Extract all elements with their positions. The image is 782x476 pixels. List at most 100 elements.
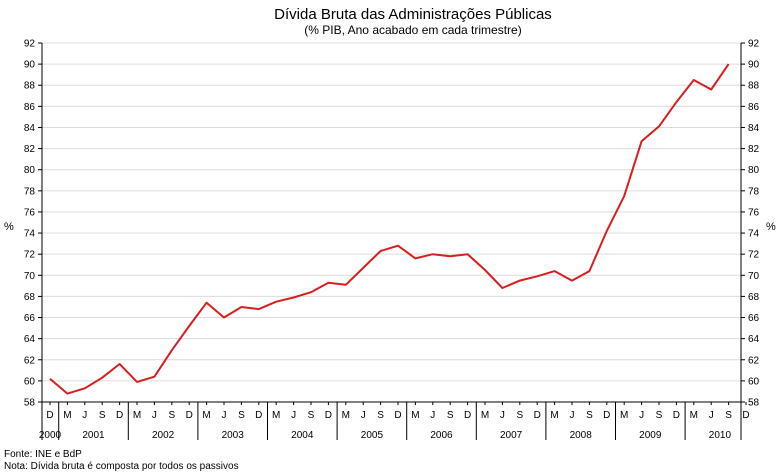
x-tick-label-quarter: D [255,410,262,421]
y-tick-label-right: 88 [748,81,760,92]
x-tick-label-quarter: M [690,410,698,421]
x-tick-label-quarter: D [116,410,123,421]
x-tick-label-year: 2008 [570,430,593,441]
y-tick-label-right: 78 [748,186,760,197]
y-tick-label-right: 80 [748,165,760,176]
x-tick-label-quarter: D [742,410,749,421]
x-tick-label-year: 2000 [39,430,62,441]
y-tick-label-right: 92 [748,39,760,50]
y-tick-label-left: 68 [24,292,36,303]
x-tick-label-quarter: J [500,410,505,421]
x-tick-label-quarter: M [620,410,628,421]
y-tick-label-left: 64 [24,334,36,345]
y-tick-label-right: 58 [748,398,760,409]
x-tick-label-quarter: M [133,410,141,421]
y-tick-label-left: 84 [24,123,36,134]
x-tick-label-quarter: M [272,410,280,421]
x-tick-label-quarter: D [325,410,332,421]
y-tick-label-right: 64 [748,334,760,345]
chart-title: Dívida Bruta das Administrações Públicas [274,6,552,23]
y-tick-label-left: 72 [24,250,36,261]
x-tick-label-quarter: S [447,410,454,421]
x-tick-label-quarter: M [63,410,71,421]
y-tick-label-right: 76 [748,207,760,218]
y-tick-label-right: 82 [748,144,760,155]
y-gridlines [42,42,741,382]
x-tick-label-year: 2006 [430,430,453,441]
x-tick-label-year: 2009 [639,430,662,441]
x-tick-label-quarter: M [411,410,419,421]
x-tick-label-quarter: J [82,410,87,421]
x-tick-label-quarter: S [516,410,523,421]
x-tick-label-quarter: D [534,410,541,421]
y-tick-label-left: 90 [24,60,36,71]
y-tick-label-right: 84 [748,123,760,134]
y-tick-label-left: 88 [24,81,36,92]
x-tick-label-year: 2010 [709,430,732,441]
x-tick-label-quarter: M [342,410,350,421]
series [49,63,730,395]
y-axis-label-left: % [4,221,14,233]
x-tick-label-quarter: J [361,410,366,421]
x-tick-label-quarter: D [46,410,53,421]
x-tick-label-year: 2003 [222,430,245,441]
y-tick-label-right: 60 [748,376,760,387]
y-tick-label-right: 70 [748,271,760,282]
y-tick-label-left: 92 [24,39,36,50]
x-tick-label-quarter: J [430,410,435,421]
x-tick-label-quarter: S [586,410,593,421]
x-tick-label-year: 2002 [152,430,175,441]
footnote: Nota: Dívida bruta é composta por todos … [4,461,239,472]
x-tick-label-year: 2001 [82,430,105,441]
y-tick-label-right: 68 [748,292,760,303]
y-tick-label-left: 60 [24,376,36,387]
y-tick-label-right: 90 [748,60,760,71]
y-tick-label-left: 58 [24,398,36,409]
x-tick-label-quarter: S [99,410,106,421]
y-axis-label-right: % [766,221,776,233]
x-tick-label-quarter: D [394,410,401,421]
y-tick-label-left: 70 [24,271,36,282]
y-tick-labels: 58 58 60 60 62 62 64 64 66 66 68 68 70 70 72 72 74 74 76 76… [24,39,760,409]
x-tick-label-year: 2004 [291,430,314,441]
x-tick-label-quarter: S [168,410,175,421]
y-tick-label-left: 78 [24,186,36,197]
y-tick-label-left: 74 [24,229,36,240]
x-tick-label-quarter: J [222,410,227,421]
x-tick-label-quarter: M [202,410,210,421]
x-tick-label-quarter: J [152,410,157,421]
y-tick-label-right: 86 [748,102,760,113]
x-tick-label-quarter: M [481,410,489,421]
x-tick-label-quarter: J [570,410,575,421]
x-tick-label-year: 2005 [361,430,384,441]
x-tick-label-year: 2007 [500,430,523,441]
x-tick-label-quarter: D [673,410,680,421]
x-tick-label-quarter: D [603,410,610,421]
x-tick-label-quarter: J [291,410,296,421]
x-tick-label-quarter: S [377,410,384,421]
y-tick-label-left: 86 [24,102,36,113]
y-tick-label-left: 82 [24,144,36,155]
y-tick-label-left: 80 [24,165,36,176]
y-tick-label-right: 62 [748,355,760,366]
x-tick-label-quarter: S [725,410,732,421]
x-tick-label-quarter: J [709,410,714,421]
x-tick-label-quarter: S [656,410,663,421]
chart-subtitle: (% PIB, Ano acabado em cada trimestre) [304,23,521,37]
y-tick-label-left: 76 [24,207,36,218]
axes [38,42,747,440]
x-tick-label-quarter: J [639,410,644,421]
y-tick-label-right: 72 [748,250,760,261]
x-tick-label-quarter: S [308,410,315,421]
series-line-divida-bruta [49,63,730,395]
x-tick-label-quarter: S [238,410,245,421]
x-tick-label-quarter: D [464,410,471,421]
y-tick-label-right: 74 [748,229,760,240]
source-note: Fonte: INE e BdP [4,449,82,460]
x-tick-label-quarter: M [550,410,558,421]
x-tick-label-quarter: D [186,410,193,421]
y-tick-label-left: 66 [24,313,36,324]
y-tick-label-right: 66 [748,313,760,324]
